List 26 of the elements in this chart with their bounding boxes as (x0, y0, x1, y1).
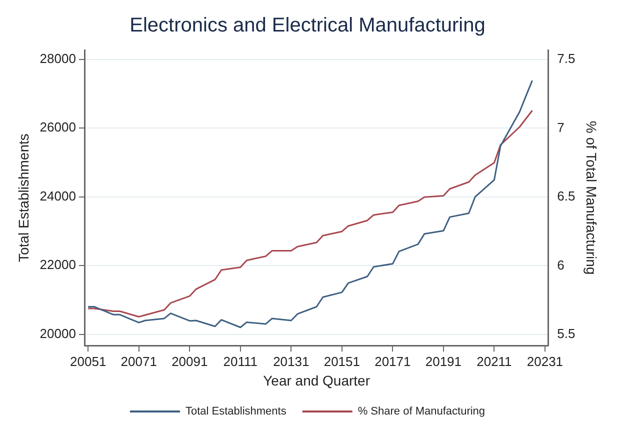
y-tick-label: 24000 (40, 188, 76, 204)
x-tick-label: 20151 (324, 354, 360, 369)
y2-axis-title: % of Total Manufacturing (584, 120, 600, 275)
y-tick-label: 20000 (40, 326, 76, 341)
x-tick-label: 20211 (476, 354, 512, 369)
y-tick-label: 22000 (40, 257, 76, 272)
y2-tick-label: 5.5 (557, 326, 576, 342)
x-axis-title: Year and Quarter (263, 372, 370, 388)
x-tick-label: 20051 (70, 354, 106, 369)
x-tick-label: 20091 (172, 354, 208, 369)
legend-label: % Share of Manufacturing (358, 406, 486, 418)
y-axis-title: Total Establishments (15, 134, 32, 262)
y2-tick-label: 6 (557, 257, 564, 272)
x-tick-label: 20231 (526, 354, 564, 369)
x-tick-label: 20111 (223, 354, 258, 369)
x-tick-label: 20171 (374, 354, 411, 369)
y2-tick-label: 6.5 (557, 188, 576, 204)
y2-tick-label: 7 (557, 120, 564, 135)
x-tick-label: 20071 (120, 354, 157, 369)
x-tick-label: 20191 (425, 354, 462, 369)
x-tick-label: 20131 (273, 354, 310, 369)
y-tick-label: 26000 (40, 120, 76, 135)
legend-label: Total Establishments (185, 406, 287, 418)
y2-tick-label: 7.5 (557, 51, 576, 66)
y-tick-label: 28000 (40, 50, 76, 66)
chart-title: Electronics and Electrical Manufacturing (130, 14, 486, 37)
